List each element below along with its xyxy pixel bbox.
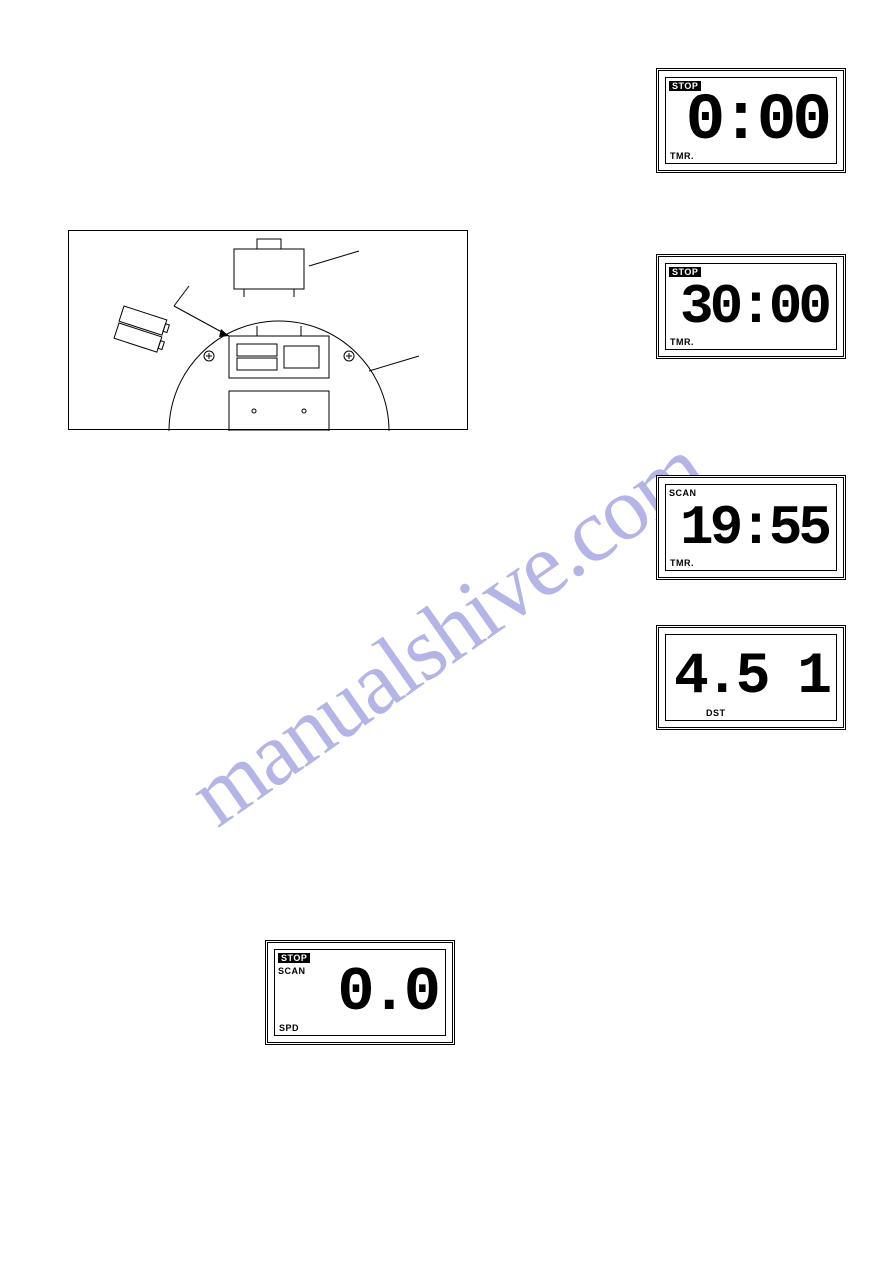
- lcd5-badge-spd: SPD: [279, 1023, 299, 1033]
- lcd-display-1: STOP TMR. 0:00: [656, 68, 846, 173]
- lcd-display-4: DST 4.5 1: [656, 625, 846, 730]
- battery-diagram: [68, 230, 468, 430]
- lcd4-badge-dst: DST: [706, 708, 726, 718]
- lcd2-value: 30:00: [680, 275, 828, 339]
- lcd-display-3: SCAN TMR. 19:55: [656, 475, 846, 580]
- lcd2-badge-stop: STOP: [669, 267, 701, 277]
- lcd3-badge-tmr: TMR.: [670, 558, 694, 568]
- lcd-display-2: STOP TMR. 30:00: [656, 254, 846, 359]
- lcd5-badge-stop: STOP: [278, 953, 310, 963]
- lcd5-badge-scan: SCAN: [278, 966, 306, 976]
- watermark-text: manualshive.com: [170, 417, 722, 847]
- lcd1-badge-tmr: TMR.: [670, 151, 694, 161]
- lcd2-badge-tmr: TMR.: [670, 337, 694, 347]
- lcd5-value: 0.0: [337, 957, 437, 1028]
- lcd1-badge-stop: STOP: [669, 81, 701, 91]
- lcd-display-5: STOP SCAN SPD 0.0: [265, 940, 455, 1045]
- lcd1-value: 0:00: [686, 83, 828, 158]
- diagram-svg: [69, 231, 469, 431]
- lcd3-badge-scan: SCAN: [669, 488, 697, 498]
- lcd3-value: 19:55: [680, 496, 828, 560]
- lcd4-value: 4.5 1: [674, 645, 828, 710]
